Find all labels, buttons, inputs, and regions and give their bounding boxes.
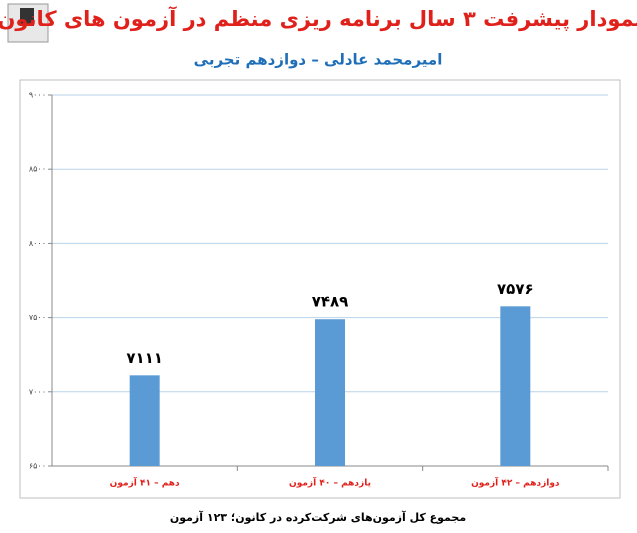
plot-frame	[19, 79, 621, 499]
chart-subtitle: امیرمحمد عادلی – دوازدهم تجربی	[194, 51, 443, 69]
value-label: ۷۴۸۹	[312, 293, 349, 311]
chart-title: نمودار پیشرفت ۳ سال برنامه ریزی منظم در …	[0, 6, 637, 31]
bar	[129, 375, 160, 466]
value-label: ۷۱۱۱	[126, 349, 163, 367]
y-tick-label: ۷۰۰۰	[29, 387, 46, 396]
y-tick-label: ۹۰۰۰	[29, 91, 46, 100]
logo-figure	[20, 8, 34, 26]
x-tick-label: دهم – ۴۱ آزمون	[110, 477, 180, 489]
value-label: ۷۵۷۶	[497, 280, 534, 298]
y-tick-label: ۶۵۰۰	[29, 462, 46, 471]
x-tick-label: دوازدهم – ۴۲ آزمون	[471, 477, 560, 489]
y-tick-label: ۸۵۰۰	[29, 165, 46, 174]
x-tick-label: یازدهم – ۴۰ آزمون	[289, 477, 371, 489]
y-tick-label: ۸۰۰۰	[29, 239, 46, 248]
bar	[315, 319, 345, 466]
footnote: مجموع کل آزمون‌های شرکت‌کرده در کانون؛ ۱…	[170, 510, 466, 524]
y-tick-label: ۷۵۰۰	[29, 313, 46, 322]
bar	[500, 306, 531, 466]
